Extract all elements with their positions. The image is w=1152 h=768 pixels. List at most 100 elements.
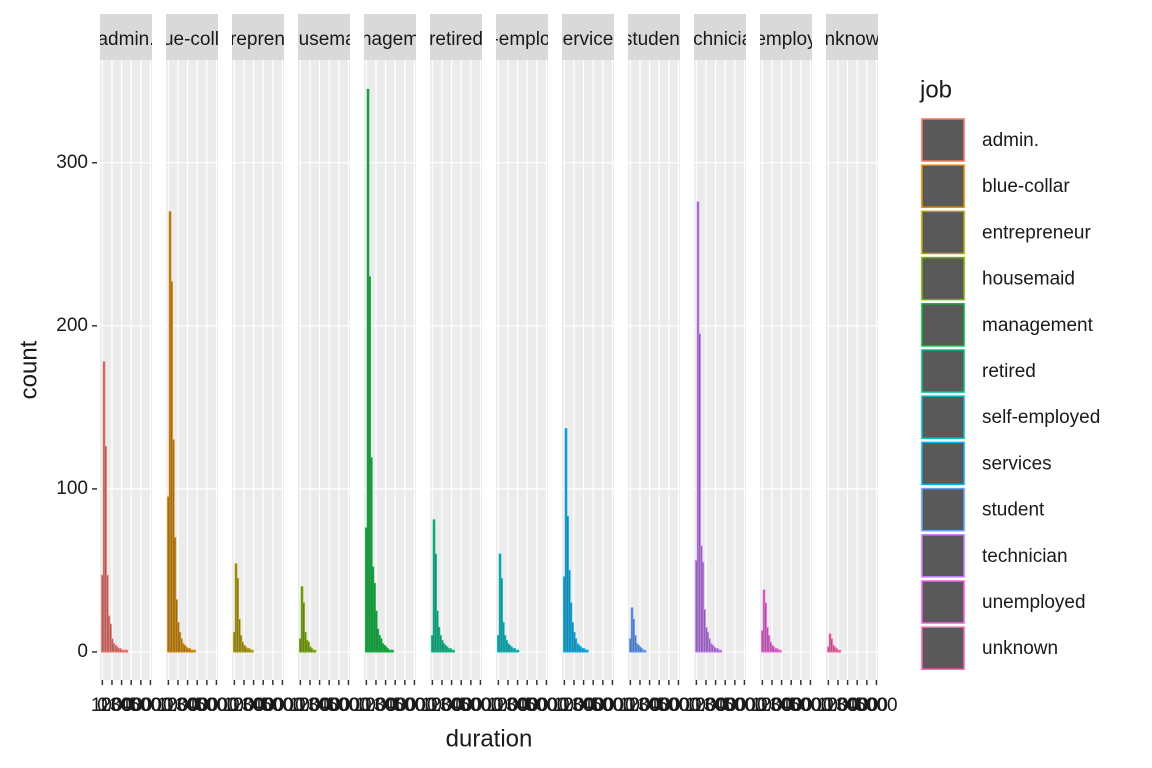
panel-background	[628, 60, 680, 680]
x-tick-label: 5000	[261, 695, 303, 716]
x-tick-label: 5000	[657, 695, 699, 716]
x-tick-label: 1000	[685, 695, 727, 716]
x-tick-label: 4000	[582, 695, 624, 716]
legend-label: admin.	[982, 130, 1039, 151]
x-tick-label: 3000	[572, 695, 614, 716]
legend-label: blue-collar	[982, 176, 1070, 197]
bar	[313, 649, 317, 653]
strip	[694, 14, 746, 60]
panel-background	[232, 60, 284, 680]
bar	[698, 333, 701, 653]
strip	[100, 14, 152, 60]
x-tick-label: 1000	[487, 695, 529, 716]
legend-key	[921, 303, 965, 347]
legend-label: management	[982, 315, 1094, 336]
x-tick-label: 4000	[846, 695, 888, 716]
strip-label: services	[553, 29, 623, 50]
strip	[166, 14, 218, 60]
panel-background	[298, 60, 350, 680]
x-tick-label: 4000	[252, 695, 294, 716]
x-tick-label: 0	[625, 695, 636, 716]
strip	[298, 14, 350, 60]
bar	[838, 649, 842, 653]
bar	[193, 649, 196, 653]
x-tick-label: 2000	[496, 695, 538, 716]
bar	[643, 649, 647, 653]
x-tick-label: 3000	[374, 695, 416, 716]
legend-key	[921, 118, 965, 162]
y-tick-label: 0	[77, 641, 88, 662]
x-tick-label: 5000	[723, 695, 765, 716]
x-tick-label: 0	[295, 695, 306, 716]
panel-background	[430, 60, 482, 680]
strip	[562, 14, 614, 60]
legend-label: services	[982, 453, 1052, 474]
bar	[369, 457, 373, 653]
strip-label: unemployed	[734, 29, 838, 50]
x-tick-label: 2000	[364, 695, 406, 716]
x-tick-label: 5000	[459, 695, 501, 716]
x-tick-label: 0	[427, 695, 438, 716]
x-tick-label: 0	[163, 695, 174, 716]
x-tick-label: 4000	[648, 695, 690, 716]
strip-label: retired	[429, 29, 483, 50]
x-tick-label: 3000	[110, 695, 152, 716]
x-tick-label: 4000	[516, 695, 558, 716]
legend-label: student	[982, 500, 1045, 521]
strip	[760, 14, 812, 60]
y-tick-label: 200	[56, 315, 88, 336]
strip	[496, 14, 548, 60]
x-tick-label: 0	[757, 695, 768, 716]
x-tick-label: 3000	[176, 695, 218, 716]
x-tick-label: 1000	[355, 695, 397, 716]
x-tick-label: 0	[823, 695, 834, 716]
bar	[719, 649, 723, 653]
x-tick-label: 4000	[318, 695, 360, 716]
x-tick-label: 1000	[619, 695, 661, 716]
x-tick-label: 5000	[393, 695, 435, 716]
legend-key	[921, 349, 965, 393]
x-tick-label: 3000	[308, 695, 350, 716]
bar	[452, 649, 455, 653]
bar	[236, 578, 239, 653]
strip-label: technician	[677, 29, 763, 50]
bar	[779, 649, 782, 653]
bar	[251, 649, 254, 653]
x-tick-label: 0	[229, 695, 240, 716]
x-tick-label: 3000	[836, 695, 878, 716]
x-tick-label: 5000	[195, 695, 237, 716]
x-tick-label: 1000	[157, 695, 199, 716]
x-tick-label: 3000	[770, 695, 812, 716]
y-tick-label: 100	[56, 478, 88, 499]
x-tick-label: 2000	[298, 695, 340, 716]
legend-key	[921, 164, 965, 208]
x-tick-label: 5000	[327, 695, 369, 716]
x-tick-label: 5000	[789, 695, 831, 716]
x-tick-label: 4000	[780, 695, 822, 716]
legend-key	[921, 210, 965, 255]
x-tick-label: 4000	[384, 695, 426, 716]
x-tick-label: 4000	[450, 695, 492, 716]
x-tick-label: 3000	[506, 695, 548, 716]
x-tick-label: 5000	[855, 695, 897, 716]
x-tick-label: 1000	[223, 695, 265, 716]
x-tick-label: 2000	[694, 695, 736, 716]
y-tick-label: 300	[56, 152, 88, 173]
legend-key	[921, 395, 965, 439]
x-tick-label: 5000	[129, 695, 171, 716]
x-tick-label: 2000	[760, 695, 802, 716]
bar	[585, 649, 589, 653]
x-tick-label: 4000	[714, 695, 756, 716]
x-tick-label: 3000	[638, 695, 680, 716]
x-tick-label: 0	[97, 695, 108, 716]
strip-label: blue-collar	[148, 29, 236, 50]
legend-title: job	[919, 76, 952, 103]
legend-key	[921, 580, 965, 624]
x-axis-title: duration	[446, 725, 533, 752]
y-axis-title: count	[15, 340, 42, 399]
x-tick-label: 5000	[525, 695, 567, 716]
legend-label: unemployed	[982, 592, 1086, 613]
x-tick-label: 2000	[166, 695, 208, 716]
strip	[628, 14, 680, 60]
